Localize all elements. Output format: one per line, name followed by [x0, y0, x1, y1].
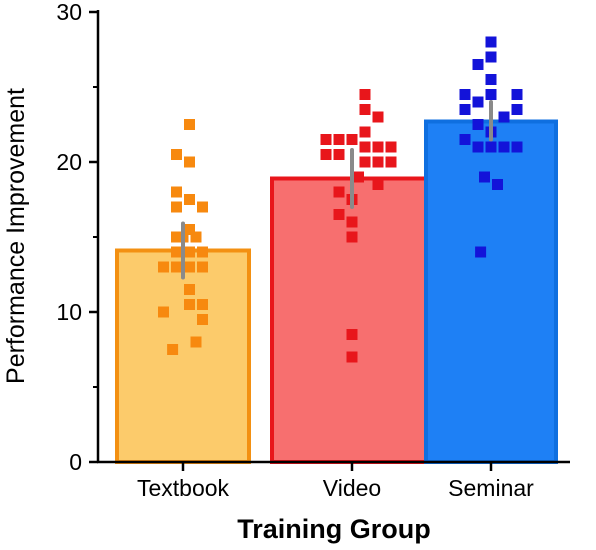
data-point-textbook	[184, 156, 195, 168]
data-point-seminar	[472, 141, 484, 153]
data-point-textbook	[158, 306, 169, 318]
data-point-textbook	[197, 299, 208, 310]
bar-textbook	[115, 248, 251, 464]
data-point-textbook	[184, 224, 195, 235]
x-ticks-layer: Textbook Video Seminar	[137, 462, 534, 501]
data-point-seminar	[492, 179, 503, 190]
data-point-textbook	[171, 261, 182, 273]
data-point-textbook	[184, 194, 195, 205]
data-point-textbook	[197, 201, 208, 213]
data-point-video	[372, 111, 384, 123]
data-point-video	[372, 179, 384, 190]
data-point-textbook	[158, 261, 169, 273]
data-point-video	[333, 134, 345, 145]
x-axis-title: Training Group	[237, 514, 431, 544]
data-point-seminar	[485, 89, 497, 100]
bar-seminar	[424, 119, 558, 464]
data-point-video	[359, 141, 371, 153]
x-tick-label-seminar: Seminar	[448, 475, 534, 501]
data-point-video	[333, 186, 345, 198]
data-point-textbook	[184, 261, 195, 273]
data-point-seminar	[479, 171, 490, 183]
data-point-video	[385, 156, 397, 168]
data-point-seminar	[475, 246, 487, 258]
data-point-textbook	[167, 344, 179, 355]
data-point-textbook	[171, 186, 182, 198]
data-point-seminar	[472, 119, 484, 130]
data-point-textbook	[171, 246, 182, 258]
data-point-video	[346, 231, 358, 243]
data-point-textbook	[190, 231, 202, 243]
data-point-seminar	[511, 141, 523, 153]
data-point-video	[320, 149, 332, 160]
data-point-seminar	[485, 51, 497, 63]
y-tick-label-30: 30	[56, 0, 82, 25]
data-point-seminar	[511, 89, 523, 100]
data-point-video	[346, 216, 358, 228]
data-point-textbook	[184, 119, 195, 130]
x-tick-label-video: Video	[323, 475, 381, 501]
data-point-video	[346, 329, 358, 340]
data-point-video	[359, 126, 371, 138]
data-point-textbook	[184, 299, 195, 310]
data-point-video	[353, 171, 364, 183]
y-tick-label-10: 10	[56, 299, 82, 325]
data-point-video	[359, 89, 371, 100]
data-point-video	[359, 156, 371, 168]
x-tick-label-textbook: Textbook	[137, 475, 230, 501]
data-point-textbook	[171, 231, 182, 243]
data-point-textbook	[171, 201, 182, 213]
data-point-video	[320, 134, 332, 145]
data-point-textbook	[184, 284, 195, 295]
data-point-seminar	[459, 104, 471, 115]
data-point-textbook	[197, 314, 208, 325]
data-point-seminar	[485, 74, 497, 85]
data-point-video	[333, 209, 345, 220]
data-point-video	[346, 351, 358, 363]
data-point-textbook	[190, 336, 202, 348]
data-point-video	[346, 134, 358, 145]
data-point-seminar	[485, 141, 497, 153]
data-point-seminar	[472, 96, 484, 108]
data-point-seminar	[498, 111, 510, 123]
y-axis-title: Performance Improvement	[2, 88, 30, 384]
y-ticks-layer: 0 10 20 30	[56, 0, 98, 475]
data-point-textbook	[171, 149, 182, 160]
data-point-video	[372, 141, 384, 153]
data-point-seminar	[511, 104, 523, 115]
data-point-textbook	[184, 246, 195, 258]
data-point-seminar	[459, 134, 471, 145]
bars-layer	[115, 119, 558, 464]
data-point-textbook	[197, 246, 208, 258]
data-point-seminar	[472, 59, 484, 70]
y-tick-label-20: 20	[56, 149, 82, 175]
y-tick-label-0: 0	[69, 449, 82, 475]
data-point-textbook	[197, 261, 208, 273]
data-point-seminar	[459, 89, 471, 100]
data-point-video	[333, 149, 345, 160]
error-bars-layer	[181, 100, 493, 280]
data-point-seminar	[498, 141, 510, 153]
data-point-seminar	[485, 36, 497, 48]
data-point-video	[359, 104, 371, 115]
data-point-video	[372, 156, 384, 168]
data-point-video	[385, 141, 397, 153]
points-layer	[158, 36, 523, 363]
